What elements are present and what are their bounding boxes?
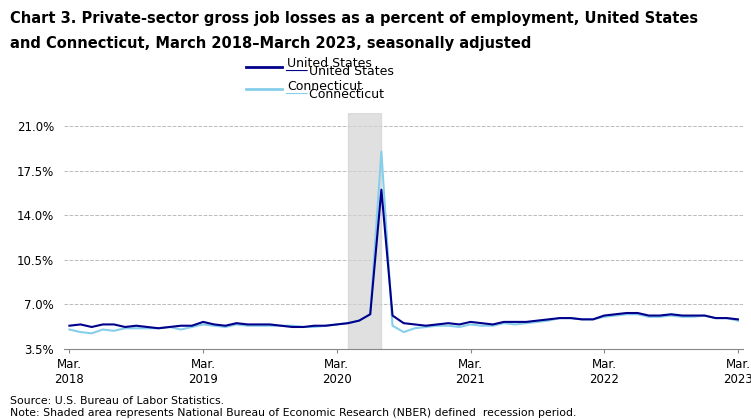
Text: Connecticut: Connecticut	[287, 81, 362, 93]
Text: Connecticut: Connecticut	[285, 88, 385, 101]
Bar	[348, 113, 382, 349]
Text: Chart 3. Private-sector gross job losses as a percent of employment, United Stat: Chart 3. Private-sector gross job losses…	[10, 10, 698, 26]
Text: United States: United States	[287, 58, 372, 70]
Text: ───: ───	[285, 88, 312, 101]
Text: and Connecticut, March 2018–March 2023, seasonally adjusted: and Connecticut, March 2018–March 2023, …	[10, 36, 531, 51]
Text: ───: ───	[285, 65, 312, 78]
Text: United States: United States	[285, 65, 394, 78]
Text: Source: U.S. Bureau of Labor Statistics.
Note: Shaded area represents National B: Source: U.S. Bureau of Labor Statistics.…	[10, 396, 576, 418]
